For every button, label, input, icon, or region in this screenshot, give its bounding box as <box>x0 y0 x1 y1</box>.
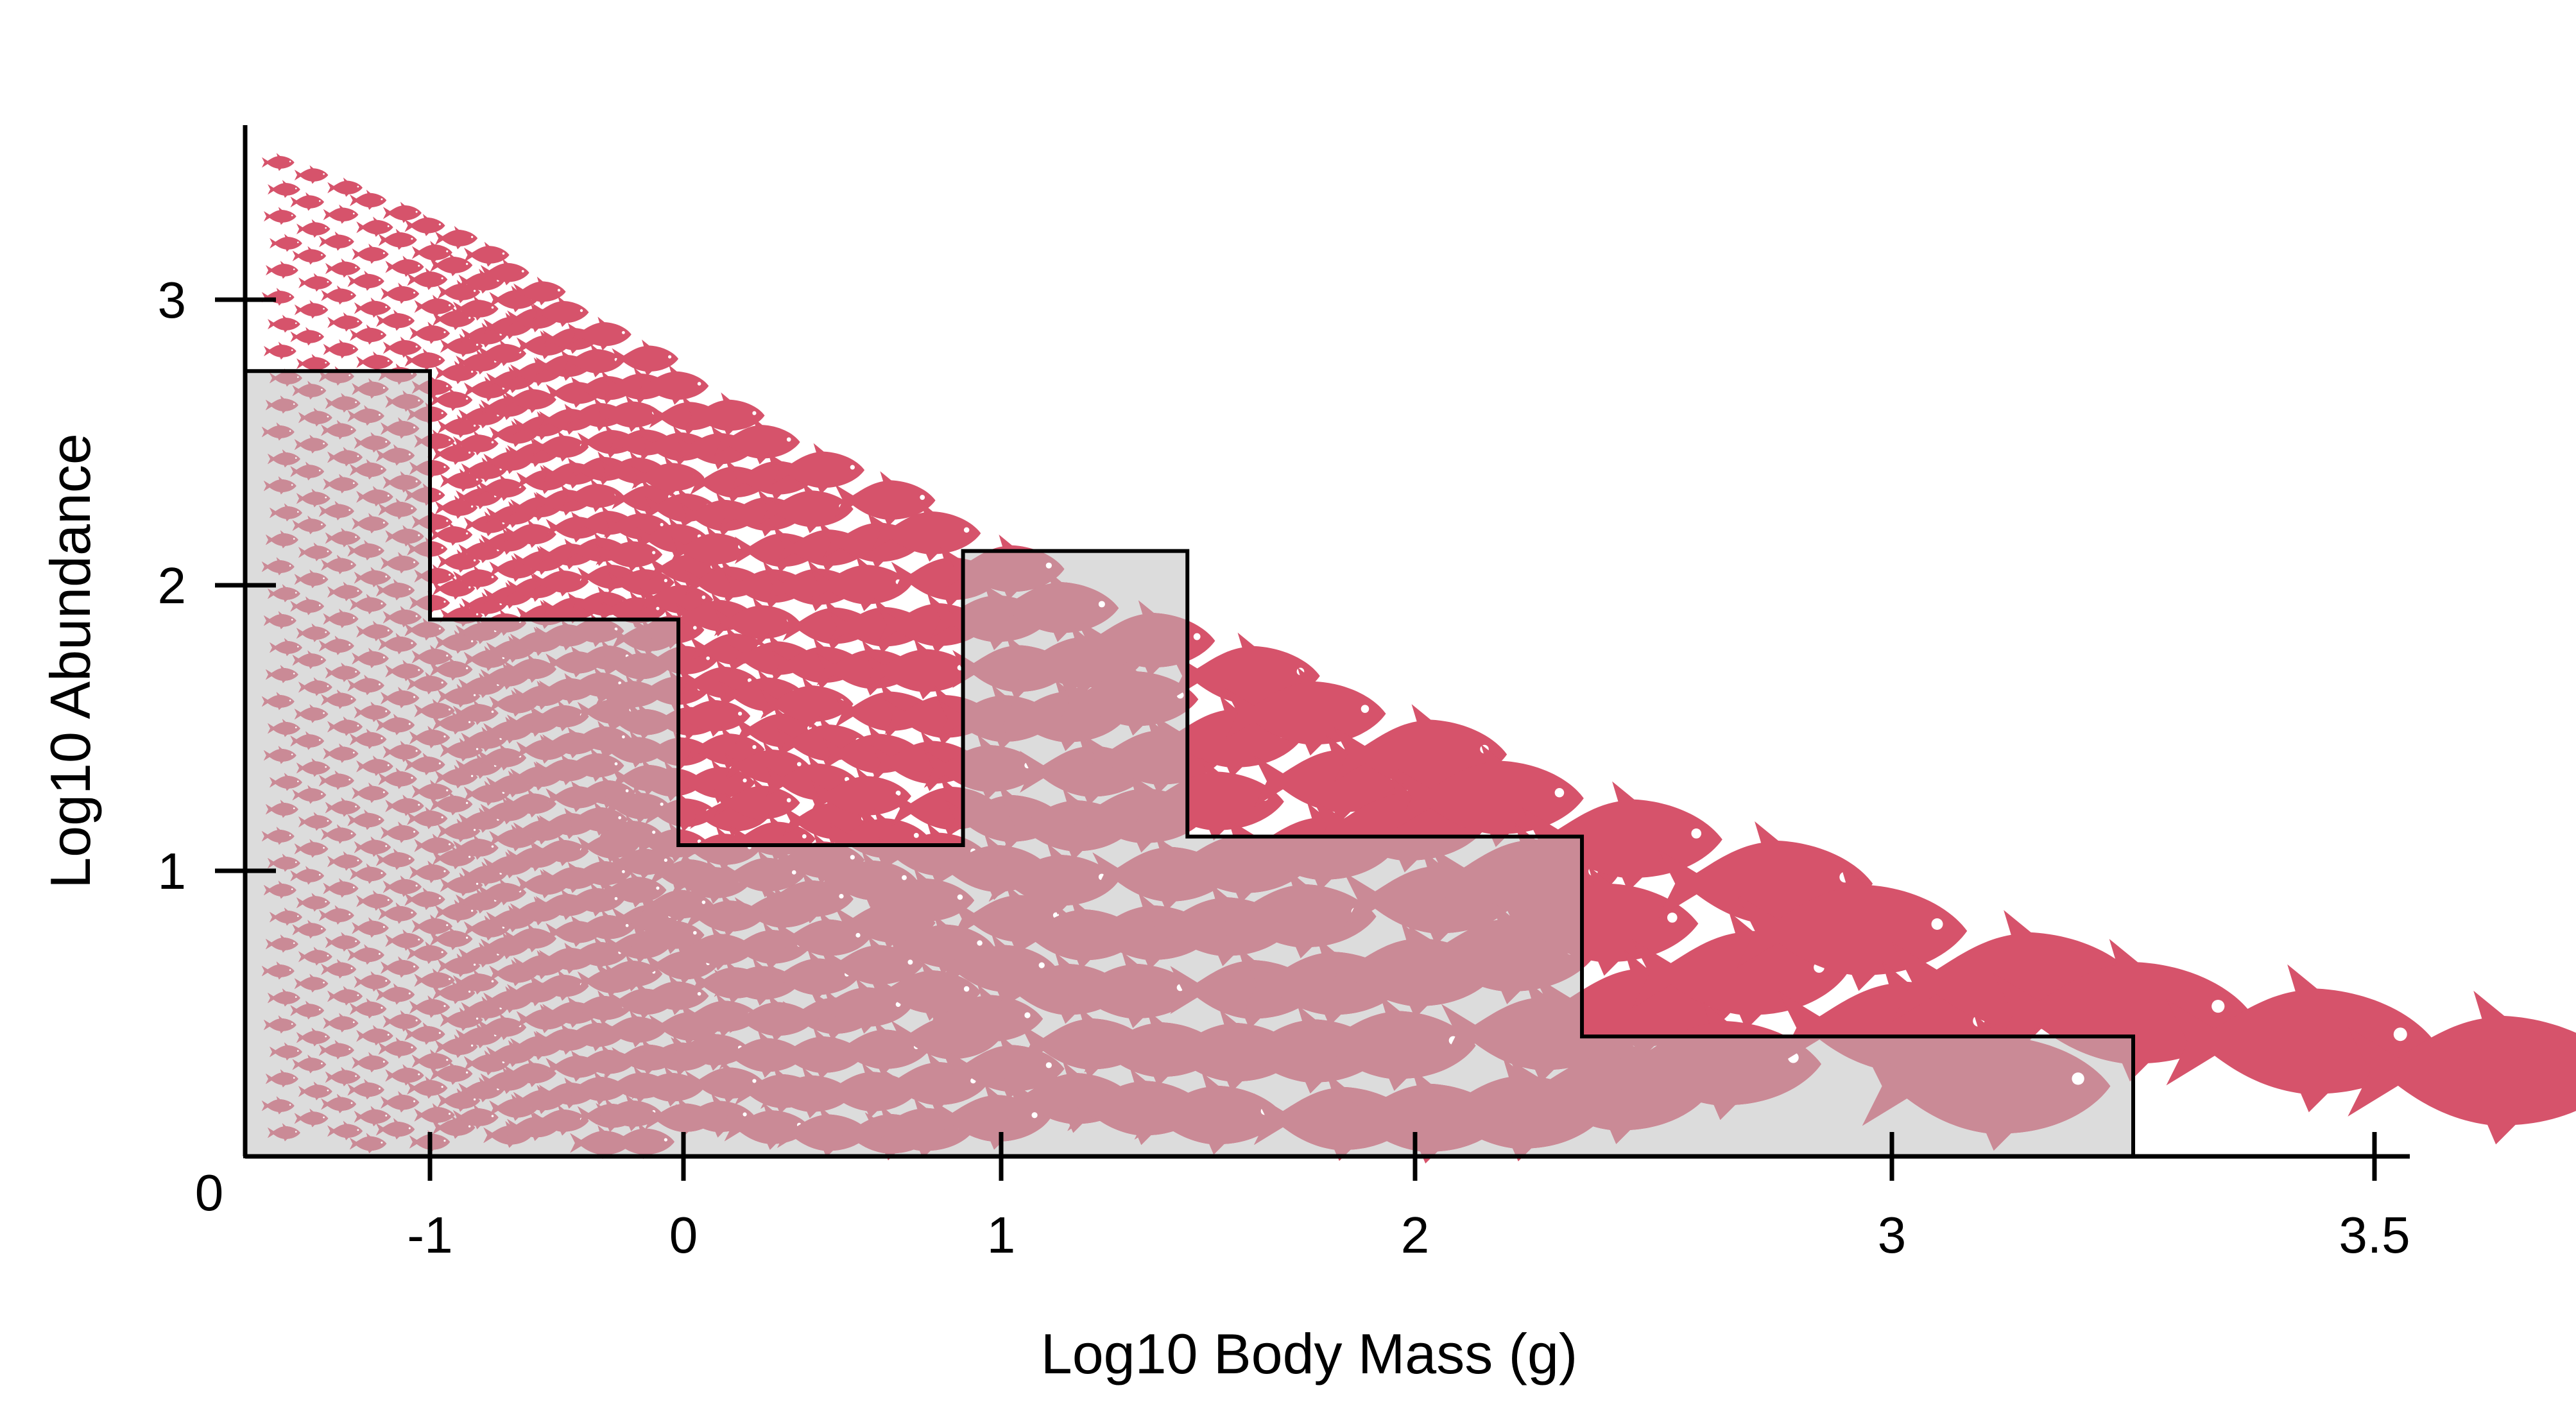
x-tick-label: 0 <box>669 1206 698 1264</box>
fish <box>382 336 422 358</box>
x-ticks: -1 0 1 2 3 3.5 <box>407 1132 2410 1264</box>
y-ticks: 1 2 3 <box>158 271 276 900</box>
x-tick-label: 1 <box>987 1206 1016 1264</box>
fish <box>298 273 332 292</box>
fish <box>323 204 359 224</box>
x-axis-label: Log10 Body Mass (g) <box>1041 1322 1577 1385</box>
fish <box>352 243 389 264</box>
fish <box>294 300 329 319</box>
fish <box>321 285 357 305</box>
fish <box>327 312 363 332</box>
fish <box>261 287 295 306</box>
y-tick-label: 1 <box>158 843 187 900</box>
fish <box>325 258 361 278</box>
fish <box>290 327 325 346</box>
y-tick-label: 2 <box>158 557 187 614</box>
fish <box>261 153 295 171</box>
fish <box>409 322 451 344</box>
x-tick-label: 3.5 <box>2339 1206 2410 1264</box>
fish <box>292 246 327 265</box>
fish <box>612 339 679 377</box>
y-tick-label: 3 <box>158 271 187 329</box>
x-tick-label: 2 <box>1401 1206 1430 1264</box>
fish <box>296 219 331 238</box>
fish <box>382 202 422 223</box>
fish <box>356 351 393 372</box>
stepped-region-outline <box>243 369 2135 1158</box>
fish <box>268 314 300 333</box>
origin-label: 0 <box>195 1164 224 1221</box>
fish <box>327 177 363 197</box>
fish <box>354 297 391 318</box>
x-tick-label: -1 <box>407 1206 452 1264</box>
fish <box>263 341 296 360</box>
fish <box>381 282 420 304</box>
y-axis-label: Log10 Abundance <box>39 433 102 889</box>
fish <box>290 192 325 211</box>
x-tick-label: 3 <box>1878 1206 1907 1264</box>
fish <box>319 231 354 251</box>
fish <box>263 207 296 225</box>
fish <box>356 216 393 237</box>
fish <box>266 261 298 279</box>
fish <box>294 165 329 184</box>
fish <box>270 234 302 252</box>
fish <box>268 180 300 198</box>
fish <box>323 339 359 359</box>
fish <box>463 241 510 267</box>
fish <box>385 255 424 277</box>
